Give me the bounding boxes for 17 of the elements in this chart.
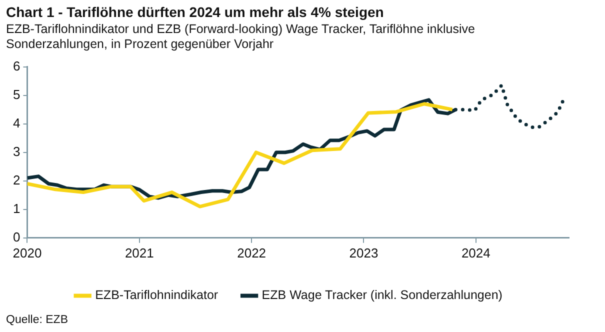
- legend-label: EZB Wage Tracker (inkl. Sonderzahlungen): [262, 288, 502, 302]
- x-tick-label: 2020: [12, 245, 42, 260]
- x-tick-label: 2024: [461, 245, 490, 260]
- x-tick-label: 2022: [237, 245, 266, 260]
- y-tick-label: 1: [12, 200, 20, 216]
- y-tick-label: 2: [12, 172, 20, 188]
- legend-label: EZB-Tariflohnindikator: [95, 288, 218, 302]
- chart-title: Chart 1 - Tariflöhne dürften 2024 um mehr als 4% steigen: [6, 4, 384, 20]
- y-tick-label: 5: [12, 86, 20, 102]
- y-tick-label: 6: [12, 58, 20, 74]
- y-tick-label: 3: [12, 144, 20, 159]
- y-tick-label: 4: [12, 115, 20, 130]
- source-note: Quelle: EZB: [6, 314, 68, 326]
- x-tick-label: 2021: [124, 245, 154, 260]
- chart-subtitle: EZB-Tariflohnindikator und EZB (Forward-looking) Wage Tracker, Tariflöhne inklusive Sonderzahlungen, in Prozent gegenüber Vorjahr: [6, 22, 476, 52]
- x-tick-label: 2023: [349, 245, 378, 260]
- y-tick-label: 0: [12, 229, 20, 244]
